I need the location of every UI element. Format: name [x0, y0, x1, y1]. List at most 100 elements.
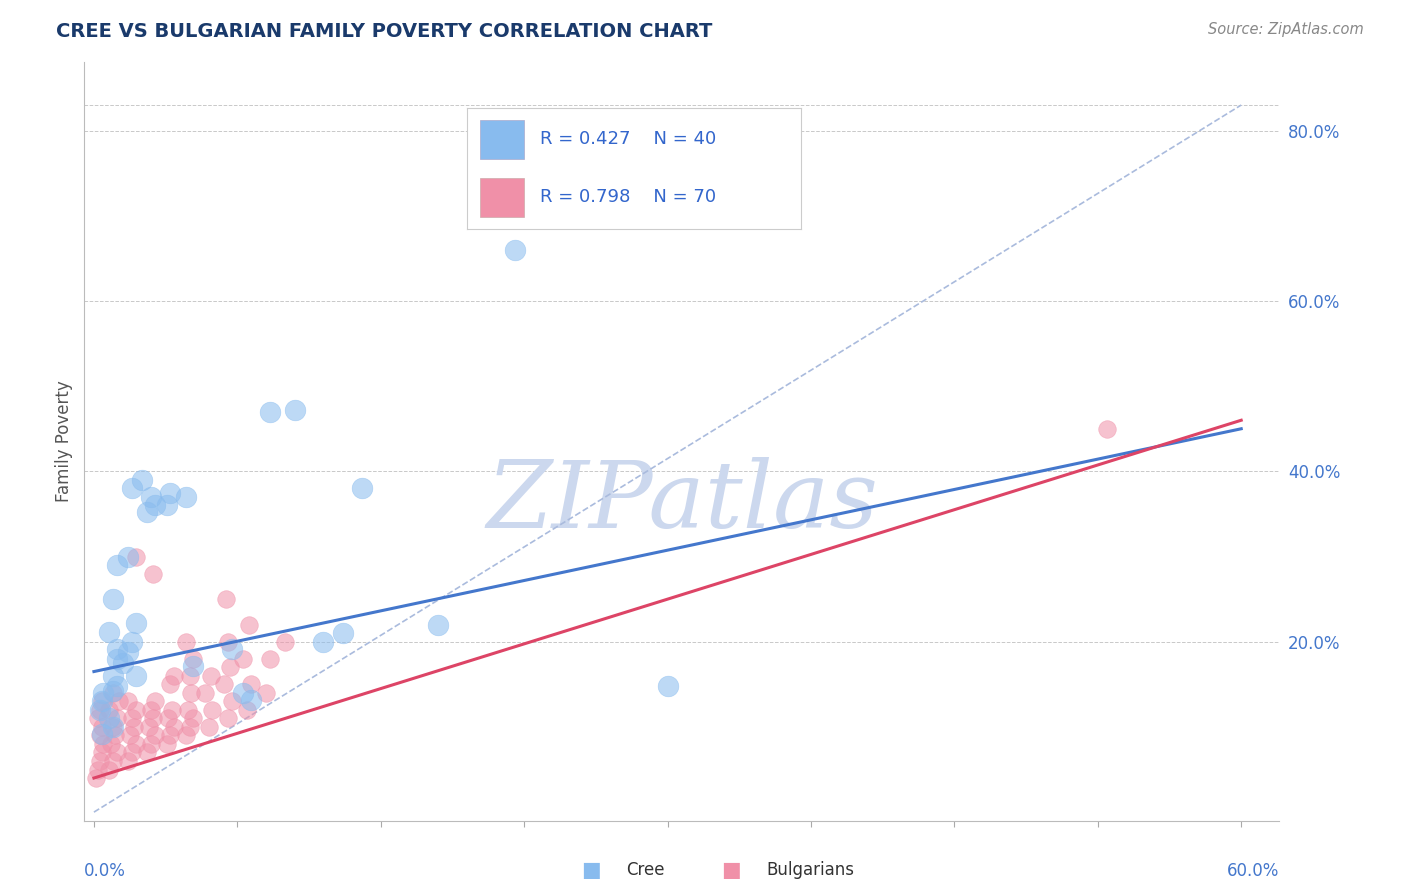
Point — [90, 720, 112, 734]
Point — [117, 645, 139, 659]
Point — [101, 720, 124, 734]
Point — [93, 737, 115, 751]
Point — [174, 634, 197, 648]
Point — [117, 694, 139, 708]
Point — [141, 737, 163, 751]
Point — [163, 720, 186, 734]
Point — [259, 405, 281, 419]
Point — [159, 728, 181, 742]
Point — [1097, 422, 1119, 436]
Point — [87, 763, 110, 777]
Point — [143, 694, 166, 708]
Text: ■: ■ — [721, 860, 741, 880]
Point — [238, 617, 260, 632]
Point — [159, 485, 181, 500]
Point — [105, 652, 128, 666]
Point — [221, 641, 243, 656]
Point — [90, 694, 112, 708]
Point — [138, 720, 160, 734]
Point — [89, 728, 111, 742]
Point — [179, 669, 201, 683]
Point — [117, 549, 139, 564]
Point — [232, 652, 254, 666]
Point — [174, 728, 197, 742]
Point — [87, 711, 110, 725]
Point — [105, 679, 128, 693]
Point — [332, 626, 354, 640]
Point — [105, 641, 128, 656]
Point — [284, 403, 307, 417]
Point — [212, 677, 235, 691]
Point — [89, 703, 111, 717]
Point — [121, 746, 143, 760]
Point — [121, 482, 143, 496]
Point — [136, 746, 159, 760]
Point — [125, 703, 148, 717]
Point — [274, 634, 297, 648]
Point — [183, 711, 205, 725]
Point — [157, 711, 180, 725]
Point — [194, 686, 217, 700]
Point — [155, 499, 177, 513]
Point — [236, 703, 259, 717]
Point — [105, 711, 128, 725]
Text: 60.0%: 60.0% — [1227, 863, 1279, 880]
Point — [183, 658, 205, 673]
Point — [217, 711, 239, 725]
Point — [232, 686, 254, 700]
Point — [105, 558, 128, 572]
Text: ZIPatlas: ZIPatlas — [486, 458, 877, 547]
Point — [259, 652, 281, 666]
Point — [254, 686, 277, 700]
Point — [201, 703, 224, 717]
Point — [162, 703, 184, 717]
Point — [503, 243, 526, 257]
Point — [84, 771, 107, 785]
Point — [89, 703, 111, 717]
Point — [312, 634, 335, 648]
Point — [125, 549, 148, 564]
Point — [100, 737, 122, 751]
Point — [105, 746, 128, 760]
Point — [142, 711, 165, 725]
Point — [90, 694, 112, 708]
Point — [159, 677, 181, 691]
Text: Cree: Cree — [626, 861, 664, 879]
Point — [98, 763, 121, 777]
Point — [141, 490, 163, 504]
Point — [125, 615, 148, 630]
Point — [141, 703, 163, 717]
Point — [93, 686, 115, 700]
Y-axis label: Family Poverty: Family Poverty — [55, 381, 73, 502]
Point — [131, 473, 153, 487]
Point — [121, 634, 143, 648]
Point — [239, 677, 262, 691]
Point — [180, 686, 202, 700]
Point — [217, 634, 239, 648]
Text: CREE VS BULGARIAN FAMILY POVERTY CORRELATION CHART: CREE VS BULGARIAN FAMILY POVERTY CORRELA… — [56, 22, 713, 41]
Point — [101, 669, 124, 683]
Point — [125, 669, 148, 683]
Point — [90, 727, 112, 741]
Point — [350, 482, 373, 496]
Point — [239, 692, 262, 706]
Point — [215, 592, 238, 607]
Point — [143, 728, 166, 742]
Point — [107, 694, 129, 708]
Point — [120, 728, 142, 742]
Point — [101, 686, 124, 700]
Point — [111, 656, 134, 670]
Point — [155, 737, 177, 751]
Point — [176, 703, 198, 717]
Point — [136, 505, 159, 519]
Point — [90, 746, 112, 760]
Text: ■: ■ — [581, 860, 600, 880]
Point — [183, 652, 205, 666]
Text: 0.0%: 0.0% — [84, 863, 127, 880]
Point — [104, 728, 127, 742]
Point — [101, 754, 124, 768]
Point — [427, 617, 450, 632]
Text: Source: ZipAtlas.com: Source: ZipAtlas.com — [1208, 22, 1364, 37]
Point — [197, 720, 219, 734]
Point — [121, 711, 143, 725]
